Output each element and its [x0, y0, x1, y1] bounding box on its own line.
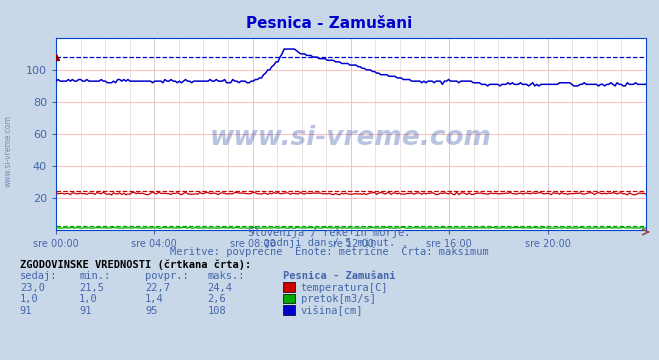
- Text: 1,0: 1,0: [20, 294, 38, 305]
- Text: min.:: min.:: [79, 271, 110, 281]
- Text: ZGODOVINSKE VREDNOSTI (črtkana črta):: ZGODOVINSKE VREDNOSTI (črtkana črta):: [20, 260, 251, 270]
- Text: povpr.:: povpr.:: [145, 271, 188, 281]
- Text: zadnji dan / 5 minut.: zadnji dan / 5 minut.: [264, 238, 395, 248]
- Text: maks.:: maks.:: [208, 271, 245, 281]
- Text: 24,4: 24,4: [208, 283, 233, 293]
- Text: Pesnica - Zamušani: Pesnica - Zamušani: [283, 271, 396, 281]
- Text: 91: 91: [79, 306, 92, 316]
- Text: 22,7: 22,7: [145, 283, 170, 293]
- Text: pretok[m3/s]: pretok[m3/s]: [301, 294, 376, 305]
- Text: Meritve: povprečne  Enote: metrične  Črta: maksimum: Meritve: povprečne Enote: metrične Črta:…: [170, 245, 489, 257]
- Text: Slovenija / reke in morje.: Slovenija / reke in morje.: [248, 228, 411, 238]
- Text: Pesnica - Zamušani: Pesnica - Zamušani: [246, 16, 413, 31]
- Text: višina[cm]: višina[cm]: [301, 306, 363, 316]
- Text: 95: 95: [145, 306, 158, 316]
- Text: 1,0: 1,0: [79, 294, 98, 305]
- Text: 2,6: 2,6: [208, 294, 226, 305]
- Text: 23,0: 23,0: [20, 283, 45, 293]
- Text: www.si-vreme.com: www.si-vreme.com: [210, 125, 492, 151]
- Text: 1,4: 1,4: [145, 294, 163, 305]
- Text: www.si-vreme.com: www.si-vreme.com: [3, 115, 13, 187]
- Text: sedaj:: sedaj:: [20, 271, 57, 281]
- Text: 108: 108: [208, 306, 226, 316]
- Text: temperatura[C]: temperatura[C]: [301, 283, 388, 293]
- Text: 91: 91: [20, 306, 32, 316]
- Text: 21,5: 21,5: [79, 283, 104, 293]
